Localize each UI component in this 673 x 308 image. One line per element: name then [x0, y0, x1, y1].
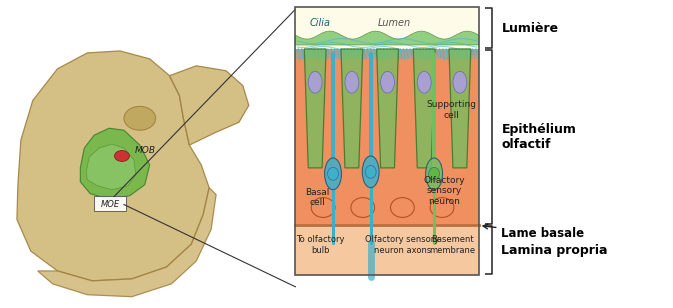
Polygon shape — [170, 66, 249, 145]
Ellipse shape — [308, 71, 322, 93]
Bar — [295, 49, 479, 225]
Ellipse shape — [429, 167, 439, 180]
Polygon shape — [38, 188, 216, 297]
Text: Lame basale: Lame basale — [483, 224, 585, 240]
Ellipse shape — [114, 151, 129, 161]
Text: MOE: MOE — [100, 200, 120, 209]
Polygon shape — [80, 128, 149, 200]
FancyBboxPatch shape — [94, 196, 126, 212]
Ellipse shape — [453, 71, 467, 93]
Text: Supporting
cell: Supporting cell — [426, 100, 476, 120]
Text: Olfactory
sensory
neuron: Olfactory sensory neuron — [423, 176, 465, 206]
Polygon shape — [304, 49, 326, 168]
Ellipse shape — [124, 107, 155, 130]
Text: Epithélium
olfactif: Epithélium olfactif — [501, 123, 576, 151]
Bar — [295, 7, 479, 49]
Ellipse shape — [430, 198, 454, 217]
Polygon shape — [341, 49, 363, 168]
Ellipse shape — [365, 165, 376, 178]
Ellipse shape — [362, 156, 379, 188]
Bar — [295, 225, 479, 275]
Ellipse shape — [311, 198, 335, 217]
Text: Lamina propria: Lamina propria — [501, 244, 608, 257]
Bar — [295, 7, 479, 275]
Text: Lumière: Lumière — [501, 22, 559, 34]
Ellipse shape — [381, 71, 394, 93]
Polygon shape — [413, 49, 435, 168]
Ellipse shape — [390, 198, 415, 217]
Ellipse shape — [328, 167, 339, 180]
Ellipse shape — [426, 158, 443, 190]
Bar — [295, 49, 479, 59]
Polygon shape — [449, 49, 471, 168]
Text: MOB: MOB — [135, 146, 156, 155]
Text: Olfactory sensory
neuron axons: Olfactory sensory neuron axons — [365, 235, 439, 255]
Text: Cilia: Cilia — [310, 18, 330, 28]
Text: Basal
cell: Basal cell — [305, 188, 329, 207]
Ellipse shape — [417, 71, 431, 93]
Ellipse shape — [351, 198, 375, 217]
Polygon shape — [86, 144, 136, 190]
Ellipse shape — [324, 158, 341, 190]
Polygon shape — [17, 51, 209, 281]
Polygon shape — [295, 31, 479, 45]
Text: Basement
membrane: Basement membrane — [429, 235, 475, 255]
Text: To olfactory
bulb: To olfactory bulb — [296, 235, 345, 255]
Ellipse shape — [345, 71, 359, 93]
Text: Lumen: Lumen — [378, 18, 411, 28]
Polygon shape — [377, 49, 398, 168]
